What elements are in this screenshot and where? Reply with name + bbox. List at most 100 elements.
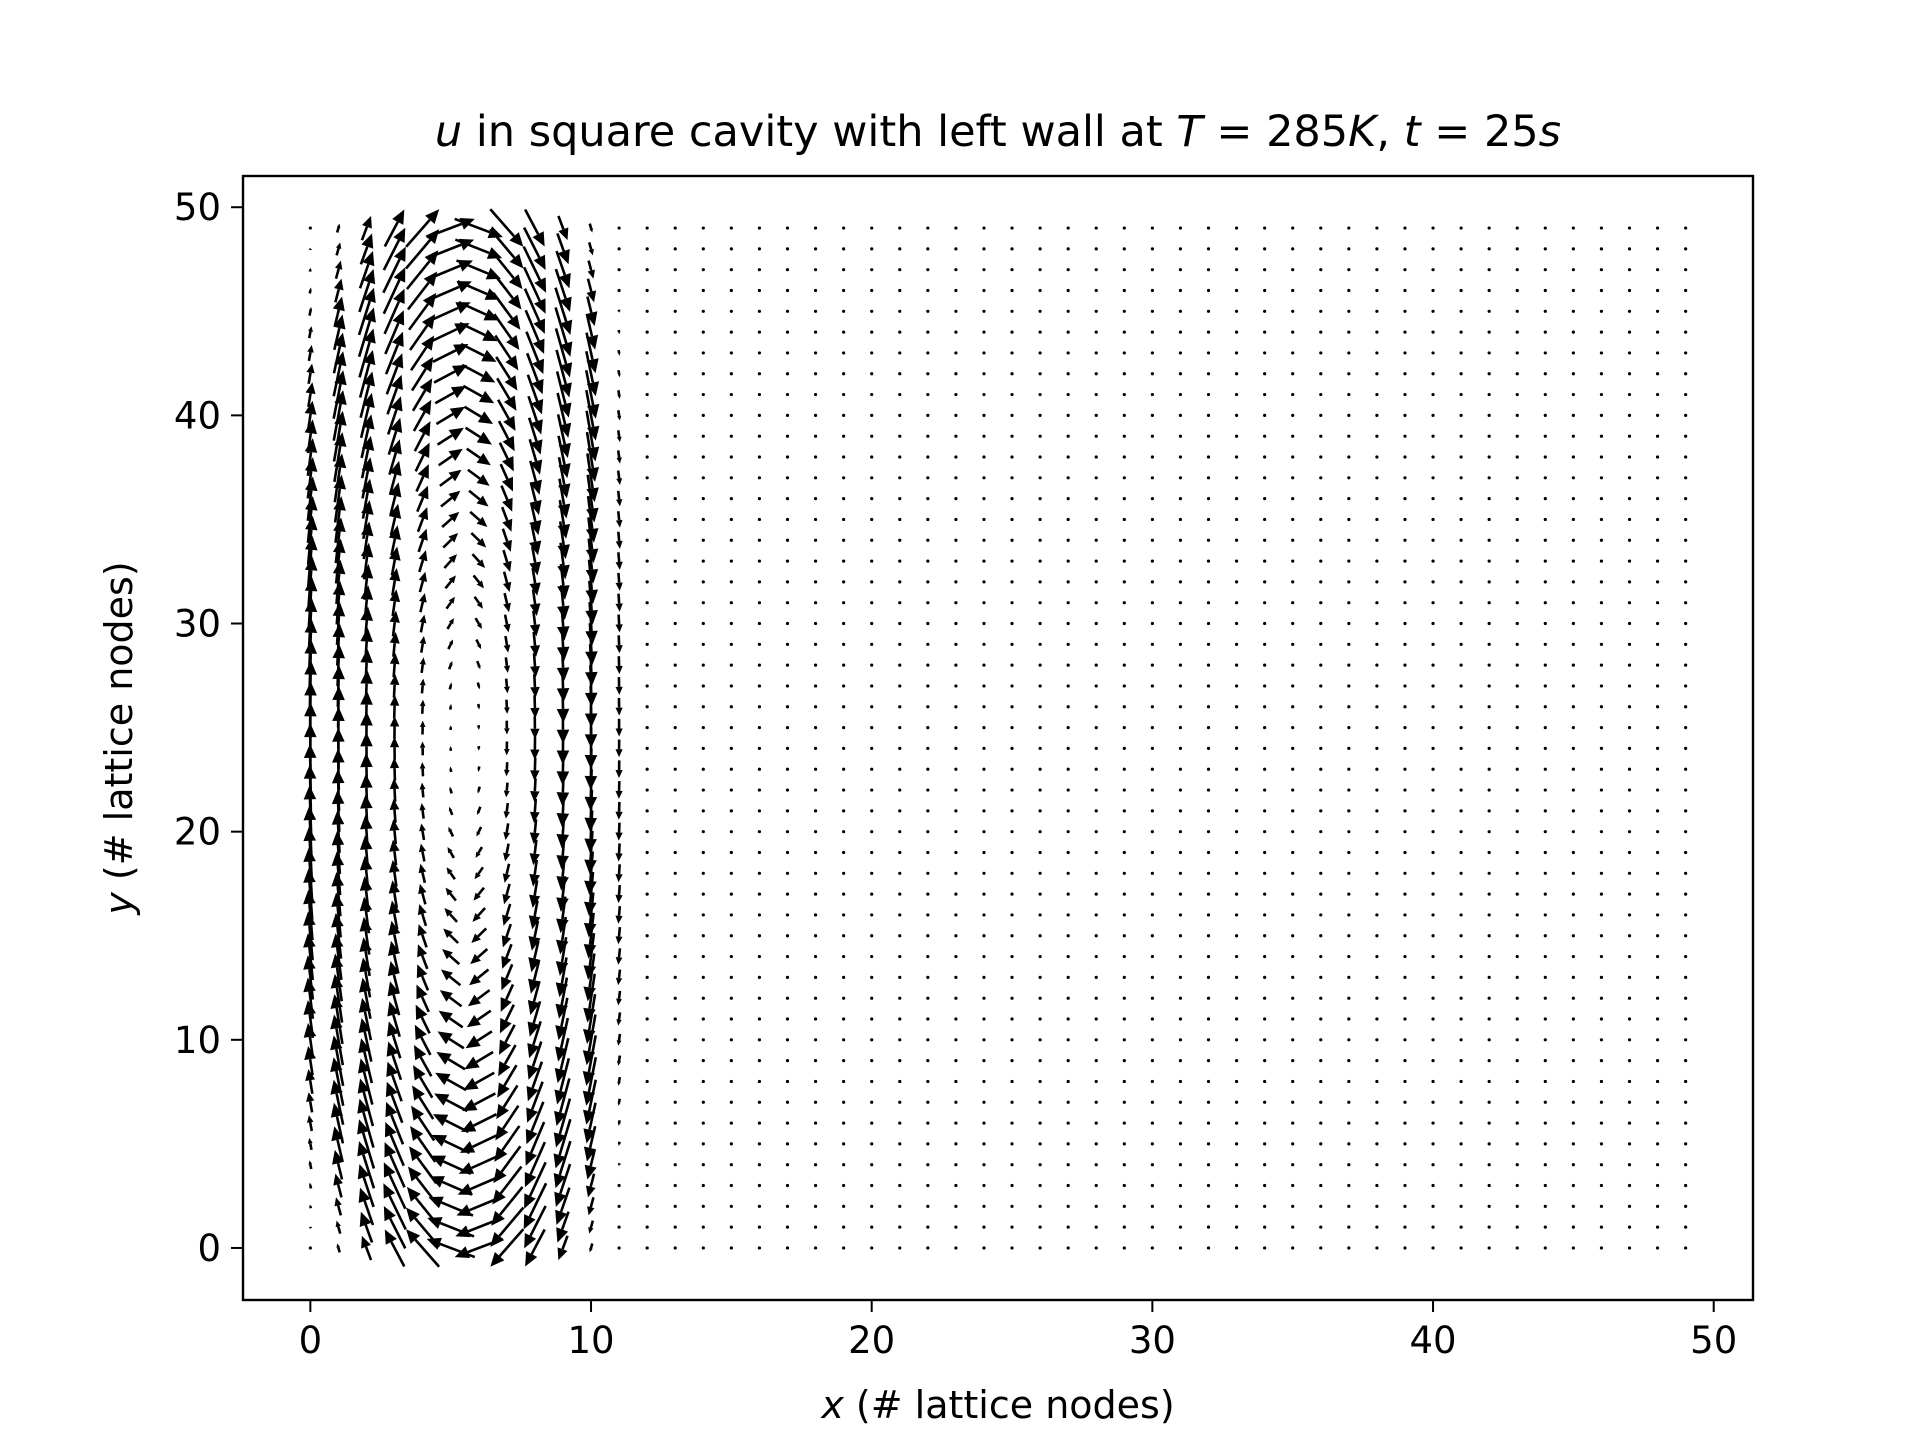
- quiver-arrow-shaft: [310, 1122, 312, 1131]
- quiver-dot: [870, 435, 873, 438]
- quiver-arrow-shaft: [310, 1143, 311, 1150]
- quiver-dot: [1207, 331, 1210, 334]
- quiver-dot: [1460, 1121, 1463, 1124]
- quiver-dot: [1460, 747, 1463, 750]
- quiver-dot: [1347, 539, 1350, 542]
- quiver-dot: [814, 726, 817, 729]
- quiver-dot: [1572, 1205, 1575, 1208]
- quiver-dot: [1544, 393, 1547, 396]
- quiver-dot: [1460, 372, 1463, 375]
- quiver-dot: [1067, 976, 1070, 979]
- quiver-dot: [702, 872, 705, 875]
- quiver-dot: [1347, 268, 1350, 271]
- quiver-arrow-shaft: [619, 906, 620, 916]
- quiver-dot: [1207, 1184, 1210, 1187]
- quiver-dot: [982, 289, 985, 292]
- quiver-dot: [618, 289, 621, 292]
- quiver-dot: [702, 788, 705, 791]
- quiver-dot: [1319, 393, 1322, 396]
- quiver-dot: [1039, 851, 1042, 854]
- quiver-dot: [674, 435, 677, 438]
- quiver-dot: [1431, 788, 1434, 791]
- quiver-dot: [1291, 726, 1294, 729]
- quiver-dot: [1628, 622, 1631, 625]
- quiver-dot: [1431, 226, 1434, 229]
- quiver-dot: [646, 351, 649, 354]
- quiver-dot: [1179, 1038, 1182, 1041]
- quiver-dot: [1010, 1121, 1013, 1124]
- quiver-dot: [758, 455, 761, 458]
- quiver-dot: [730, 851, 733, 854]
- quiver-dot: [646, 539, 649, 542]
- quiver-dot: [1628, 976, 1631, 979]
- quiver-dot: [758, 435, 761, 438]
- quiver-dot: [1039, 1226, 1042, 1229]
- quiver-dot: [982, 768, 985, 771]
- quiver-dot: [1656, 747, 1659, 750]
- quiver-dot: [1460, 1163, 1463, 1166]
- quiver-dot: [1431, 497, 1434, 500]
- quiver-dot: [1207, 976, 1210, 979]
- quiver-dot: [1544, 435, 1547, 438]
- quiver-dot: [1684, 226, 1687, 229]
- quiver-dot: [1488, 809, 1491, 812]
- quiver-dot: [1010, 788, 1013, 791]
- quiver-dot: [1067, 830, 1070, 833]
- quiver-dot: [1151, 518, 1154, 521]
- quiver-dot: [1347, 684, 1350, 687]
- quiver-dot: [1235, 414, 1238, 417]
- quiver-dot: [618, 226, 621, 229]
- quiver-dot: [1179, 664, 1182, 667]
- quiver-dot: [1460, 976, 1463, 979]
- quiver-dot: [1431, 622, 1434, 625]
- quiver-dot: [1347, 997, 1350, 1000]
- quiver-dot: [1516, 997, 1519, 1000]
- quiver-dot: [870, 518, 873, 521]
- quiver-dot: [1431, 518, 1434, 521]
- quiver-dot: [1628, 476, 1631, 479]
- quiver-dot: [1488, 664, 1491, 667]
- quiver-dot: [1319, 997, 1322, 1000]
- quiver-dot: [1572, 226, 1575, 229]
- quiver-dot: [1431, 247, 1434, 250]
- quiver-dot: [1544, 331, 1547, 334]
- quiver-dot: [1235, 726, 1238, 729]
- quiver-dot: [1375, 351, 1378, 354]
- quiver-dot: [954, 372, 957, 375]
- quiver-dot: [646, 310, 649, 313]
- quiver-dot: [1319, 976, 1322, 979]
- quiver-dot: [1067, 1205, 1070, 1208]
- quiver-dot: [730, 788, 733, 791]
- quiver-dot: [1628, 705, 1631, 708]
- quiver-dot: [926, 726, 929, 729]
- quiver-dot: [1263, 976, 1266, 979]
- quiver-dot: [1628, 414, 1631, 417]
- quiver-dot: [674, 393, 677, 396]
- quiver-dot: [814, 851, 817, 854]
- quiver-dot: [1684, 747, 1687, 750]
- quiver-dot: [870, 851, 873, 854]
- quiver-dot: [1207, 1080, 1210, 1083]
- quiver-dot: [1656, 580, 1659, 583]
- quiver-dot: [702, 351, 705, 354]
- quiver-dot: [1600, 788, 1603, 791]
- quiver-dot: [1179, 1059, 1182, 1062]
- quiver-dot: [842, 1142, 845, 1145]
- quiver-dot: [1347, 830, 1350, 833]
- quiver-dot: [1516, 559, 1519, 562]
- quiver-dot: [1656, 872, 1659, 875]
- quiver-dot: [1207, 913, 1210, 916]
- quiver-dot: [926, 1205, 929, 1208]
- quiver-dot: [814, 622, 817, 625]
- quiver-dot: [1684, 622, 1687, 625]
- quiver-dot: [1263, 247, 1266, 250]
- quiver-dot: [1628, 664, 1631, 667]
- quiver-dot: [1010, 1163, 1013, 1166]
- quiver-dot: [1684, 1163, 1687, 1166]
- quiver-dot: [1319, 1142, 1322, 1145]
- quiver-dot: [1347, 1080, 1350, 1083]
- quiver-dot: [674, 1017, 677, 1020]
- quiver-dot: [1010, 997, 1013, 1000]
- quiver-dot: [1347, 768, 1350, 771]
- quiver-dot: [1656, 1142, 1659, 1145]
